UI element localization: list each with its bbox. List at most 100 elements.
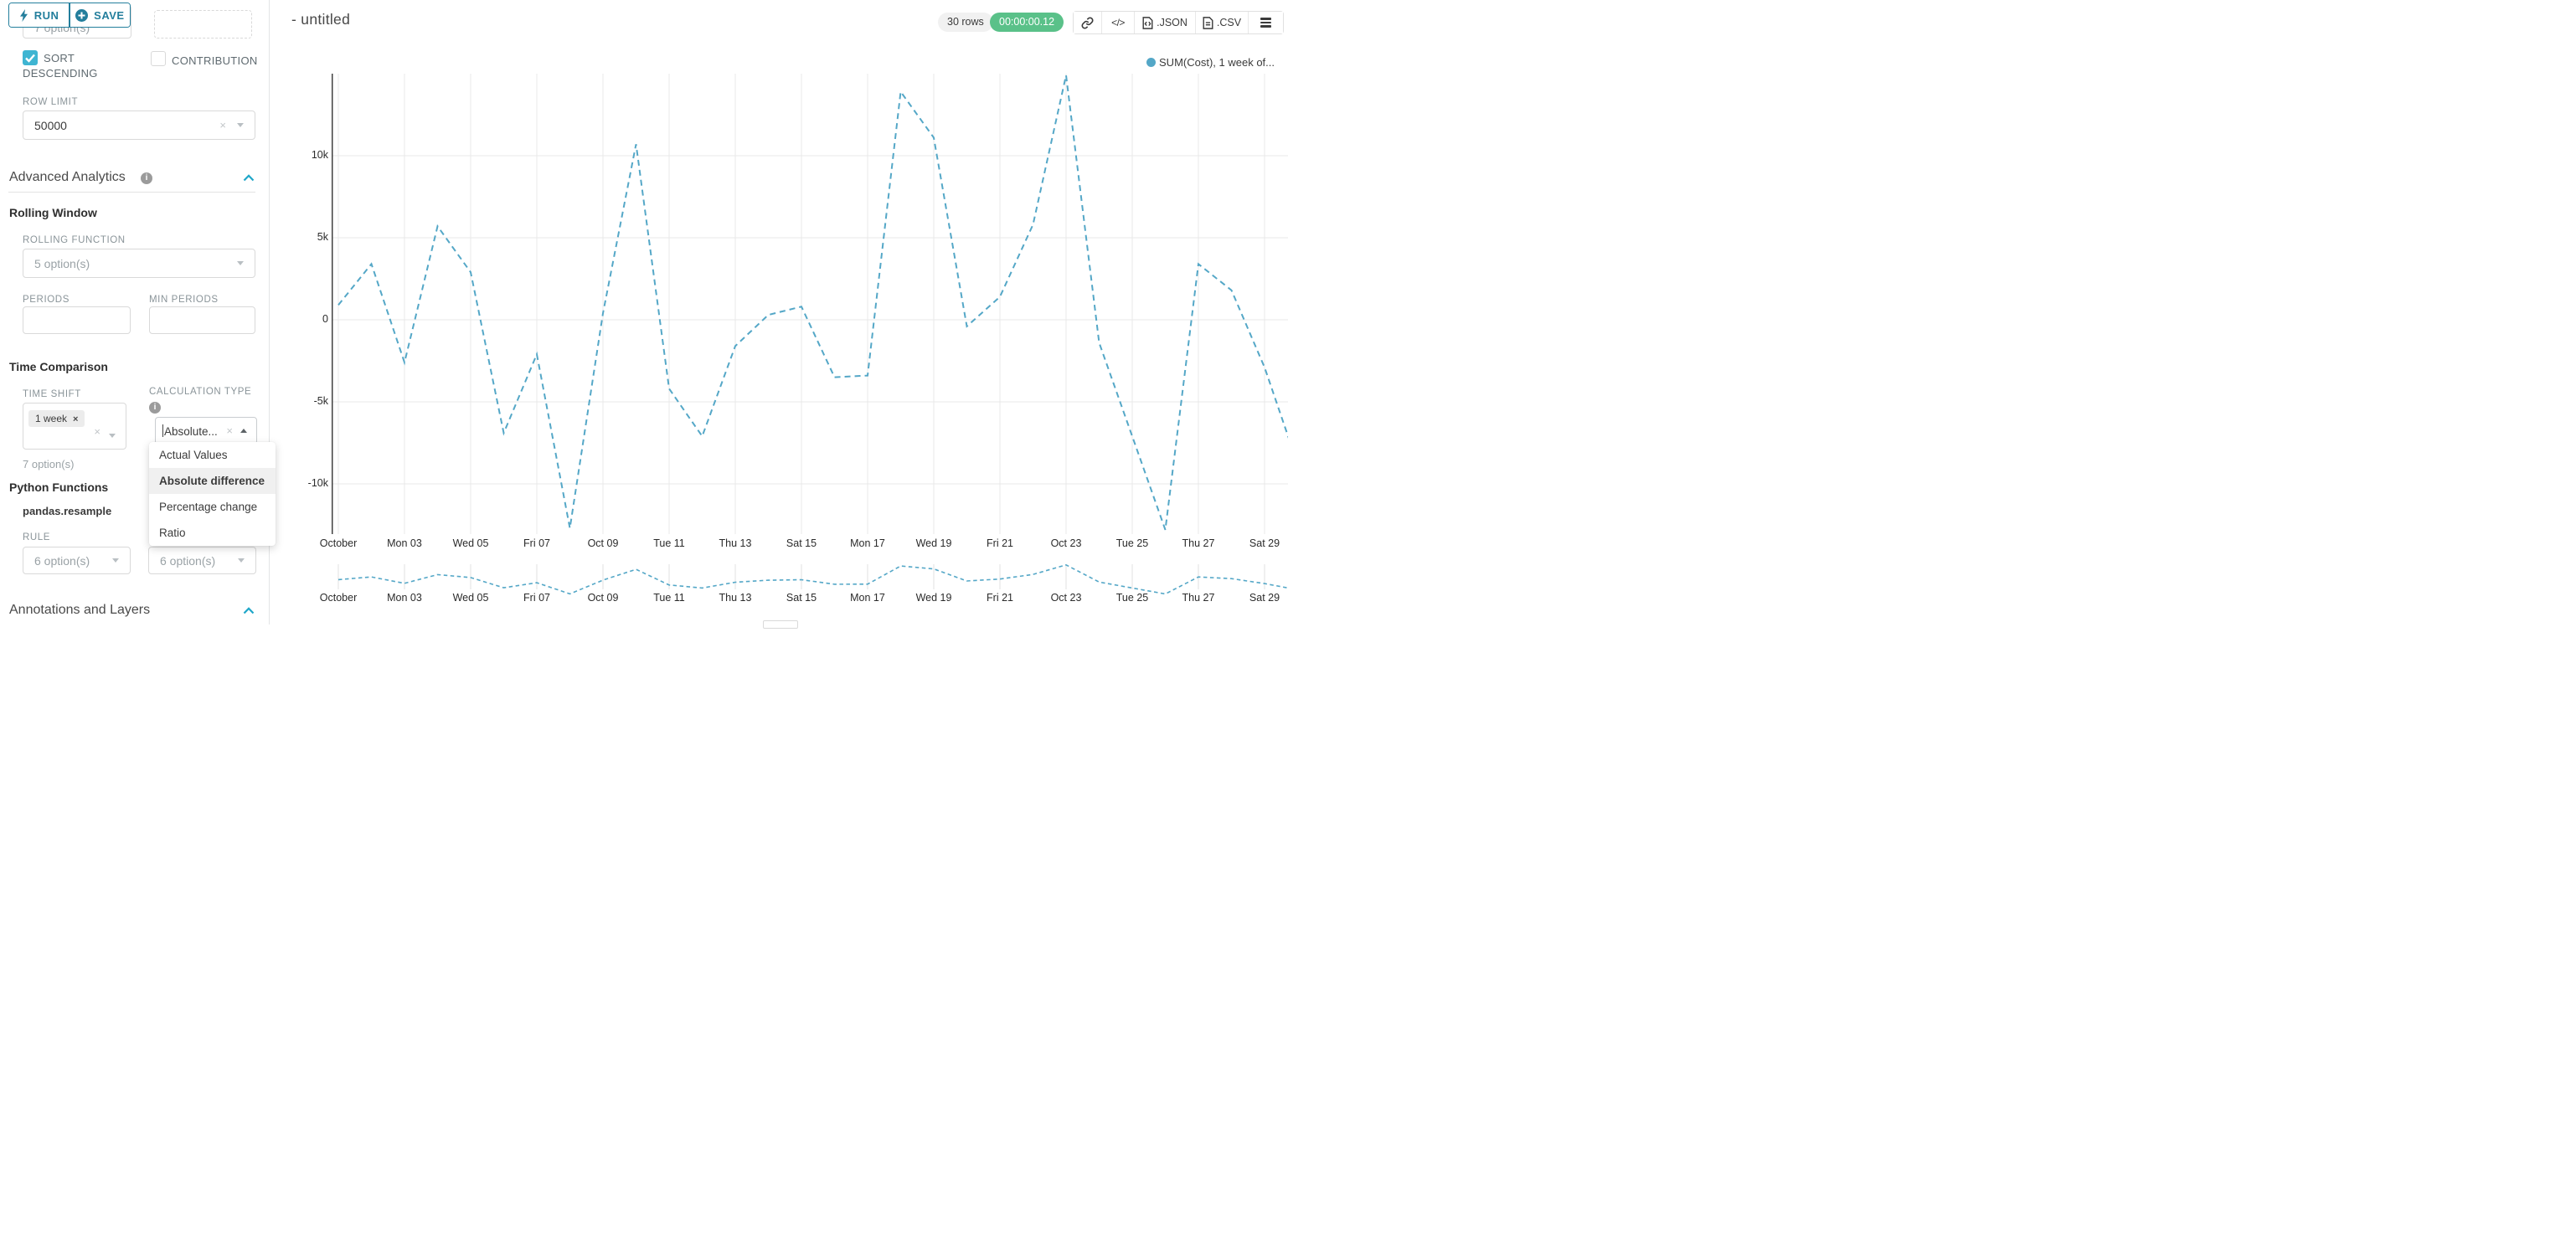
- chart-menu-button[interactable]: [1249, 12, 1283, 33]
- superset-explore-screen: { "actions": { "run": "RUN", "save": "SA…: [0, 0, 1288, 629]
- collapse-chevron-up-icon[interactable]: [243, 607, 255, 614]
- x-axis-tick-label: Fri 21: [987, 537, 1013, 549]
- time-shift-hint: 7 option(s): [23, 458, 75, 470]
- calculation-type-value: Absolute...: [162, 424, 218, 438]
- minimap-tick-label: Tue 25: [1115, 592, 1149, 604]
- contribution-checkbox[interactable]: [151, 51, 166, 66]
- text-cursor: [162, 424, 163, 437]
- row-limit-select[interactable]: 50000: [23, 111, 255, 140]
- rolling-function-select[interactable]: 5 option(s): [23, 249, 255, 278]
- dropdown-option-ratio[interactable]: Ratio: [159, 527, 186, 539]
- dropdown-option-absolute-difference[interactable]: Absolute difference: [149, 468, 276, 494]
- minimap-tick-label: Fri 21: [987, 592, 1013, 604]
- empty-dashed-field[interactable]: [154, 10, 252, 39]
- x-axis-tick-label: October: [319, 537, 358, 549]
- python-functions-heading: Python Functions: [9, 481, 109, 494]
- calculation-type-select[interactable]: Absolute...: [155, 417, 257, 445]
- export-json-label: .JSON: [1157, 17, 1188, 28]
- chevron-down-icon[interactable]: [109, 433, 116, 438]
- periods-label: PERIODS: [23, 295, 70, 305]
- chart-title: - untitled: [291, 11, 351, 28]
- calculation-type-label: CALCULATION TYPE: [149, 387, 252, 397]
- plus-circle-icon: [75, 8, 89, 22]
- x-axis-tick-label: Mon 03: [387, 537, 422, 549]
- chart-toolbar: .JSON .CSV: [1073, 11, 1284, 34]
- x-axis-tick-label: Tue 11: [653, 537, 685, 549]
- y-axis-tick-label: 10k: [311, 149, 328, 161]
- info-icon[interactable]: [149, 402, 161, 414]
- y-axis-tick-label: -5k: [313, 395, 328, 407]
- rule-select[interactable]: 6 option(s): [23, 547, 131, 574]
- minimap-chart[interactable]: [332, 561, 1288, 598]
- code-icon: [1111, 17, 1125, 28]
- periods-input[interactable]: [23, 306, 131, 334]
- collapse-chevron-up-icon[interactable]: [243, 174, 255, 182]
- row-limit-value: 50000: [34, 118, 67, 132]
- legend-series-dot: [1146, 58, 1157, 67]
- advanced-analytics-title: Advanced Analytics: [9, 170, 126, 184]
- calculation-type-dropdown: Actual Values Absolute difference Percen…: [149, 442, 276, 546]
- x-axis-tick-label: Tue 25: [1115, 537, 1149, 549]
- rule-second-value: 6 option(s): [160, 553, 216, 568]
- save-button[interactable]: SAVE: [70, 3, 130, 27]
- minimap-tick-label: Oct 23: [1050, 592, 1082, 604]
- run-save-button-group: RUN SAVE: [8, 3, 131, 28]
- minimap-handle[interactable]: [763, 620, 798, 629]
- legend-series-label: SUM(Cost), 1 week of...: [1159, 56, 1275, 69]
- tag-remove-icon[interactable]: [73, 413, 78, 424]
- minimap-tick-label: Wed 05: [452, 592, 489, 604]
- time-shift-tag: 1 week: [28, 410, 85, 427]
- minimap-tick-label: Oct 09: [587, 592, 619, 604]
- y-axis-tick-label: -10k: [307, 477, 328, 489]
- x-axis-tick-label: Oct 23: [1050, 537, 1082, 549]
- minimap-tick-label: October: [319, 592, 358, 604]
- y-axis-tick-label: 0: [322, 313, 328, 325]
- minimap-tick-label: Mon 03: [387, 592, 422, 604]
- file-code-icon: [1142, 16, 1153, 29]
- rule-second-select[interactable]: 6 option(s): [148, 547, 256, 574]
- min-periods-input[interactable]: [149, 306, 255, 334]
- link-icon: [1081, 17, 1094, 28]
- time-shift-select[interactable]: 1 week: [23, 403, 126, 450]
- clear-icon[interactable]: [226, 424, 233, 438]
- query-timer-badge: 00:00:00.12: [990, 13, 1064, 32]
- time-shift-tag-label: 1 week: [35, 413, 68, 424]
- rolling-function-label: ROLLING FUNCTION: [23, 235, 126, 245]
- sort-descending-label-line1: SORT: [44, 52, 75, 64]
- minimap-tick-label: Wed 19: [915, 592, 952, 604]
- minimap-tick-label: Fri 07: [523, 592, 550, 604]
- minimap-tick-label: Sat 15: [786, 592, 817, 604]
- minimap-tick-label: Thu 13: [719, 592, 752, 604]
- x-axis-tick-label: Thu 13: [719, 537, 752, 549]
- rule-value: 6 option(s): [34, 553, 90, 568]
- x-axis-tick-label: Mon 17: [850, 537, 885, 549]
- dropdown-option-percentage-change[interactable]: Percentage change: [159, 501, 258, 513]
- chevron-down-icon[interactable]: [112, 558, 119, 563]
- share-link-button[interactable]: [1074, 12, 1102, 33]
- row-limit-label: ROW LIMIT: [23, 97, 79, 107]
- chevron-down-icon[interactable]: [237, 123, 244, 127]
- rows-count-badge: 30 rows: [938, 13, 993, 32]
- clear-icon[interactable]: [219, 119, 226, 132]
- export-json-button[interactable]: .JSON: [1135, 12, 1196, 33]
- run-button[interactable]: RUN: [9, 3, 70, 27]
- minimap-tick-label: Thu 27: [1182, 592, 1215, 604]
- x-axis-tick-label: Wed 05: [452, 537, 489, 549]
- clear-icon[interactable]: [94, 425, 100, 439]
- view-query-button[interactable]: [1102, 12, 1135, 33]
- sort-descending-checkbox[interactable]: [23, 50, 38, 65]
- annotations-layers-title: Annotations and Layers: [9, 603, 151, 617]
- chevron-up-icon[interactable]: [240, 429, 247, 433]
- contribution-label: CONTRIBUTION: [172, 54, 258, 67]
- dropdown-option-actual-values[interactable]: Actual Values: [159, 449, 228, 461]
- chevron-down-icon[interactable]: [237, 261, 244, 265]
- export-csv-button[interactable]: .CSV: [1196, 12, 1249, 33]
- chart-legend[interactable]: SUM(Cost), 1 week of...: [1146, 56, 1275, 69]
- pandas-resample-label: pandas.resample: [23, 505, 112, 517]
- file-text-icon: [1203, 16, 1213, 29]
- x-axis-tick-label: Thu 27: [1182, 537, 1215, 549]
- rule-label: RULE: [23, 532, 51, 542]
- main-line-chart[interactable]: [332, 74, 1288, 534]
- info-icon[interactable]: [141, 172, 152, 184]
- chevron-down-icon[interactable]: [238, 558, 245, 563]
